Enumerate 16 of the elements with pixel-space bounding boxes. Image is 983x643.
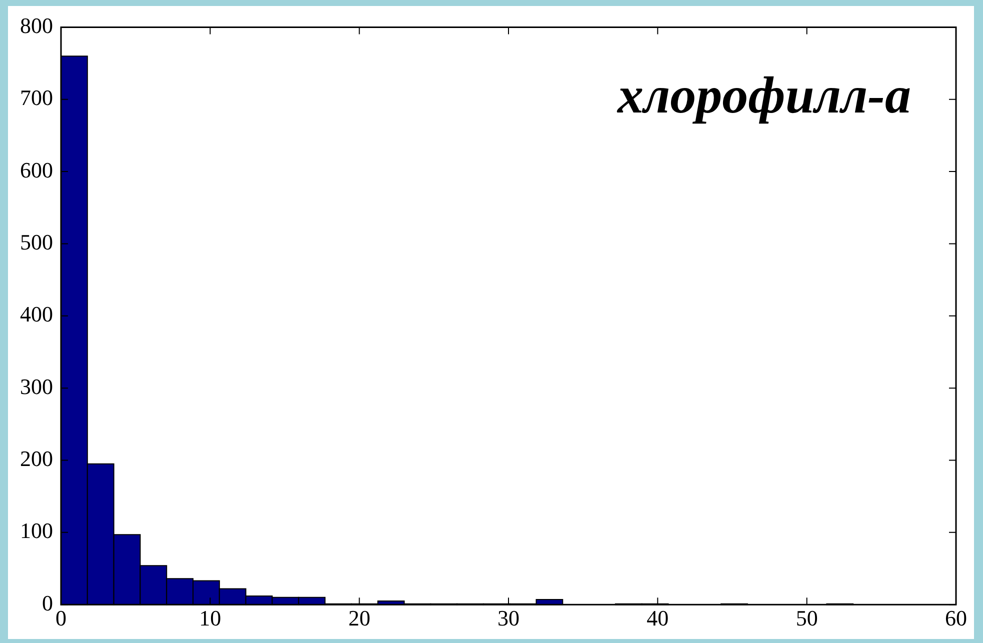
x-tick-label: 60	[945, 606, 967, 631]
y-tick-label: 100	[20, 518, 53, 544]
x-tick-label: 40	[646, 606, 669, 631]
y-tick-label: 200	[20, 446, 53, 472]
x-tick-label: 10	[199, 606, 222, 631]
y-tick-label: 400	[20, 302, 53, 327]
y-tick-label: 0	[42, 590, 53, 616]
y-tick-label: 500	[20, 230, 53, 255]
y-tick-label: 800	[20, 12, 53, 38]
x-tick-label: 30	[498, 606, 520, 631]
annotation: хлорофилл-а	[616, 68, 911, 125]
x-tick-label: 50	[796, 606, 818, 631]
x-tick-label: 20	[348, 606, 370, 631]
y-tick-label: 300	[20, 374, 53, 399]
y-tick-label: 600	[20, 157, 53, 182]
y-tick-label: 700	[20, 85, 53, 110]
